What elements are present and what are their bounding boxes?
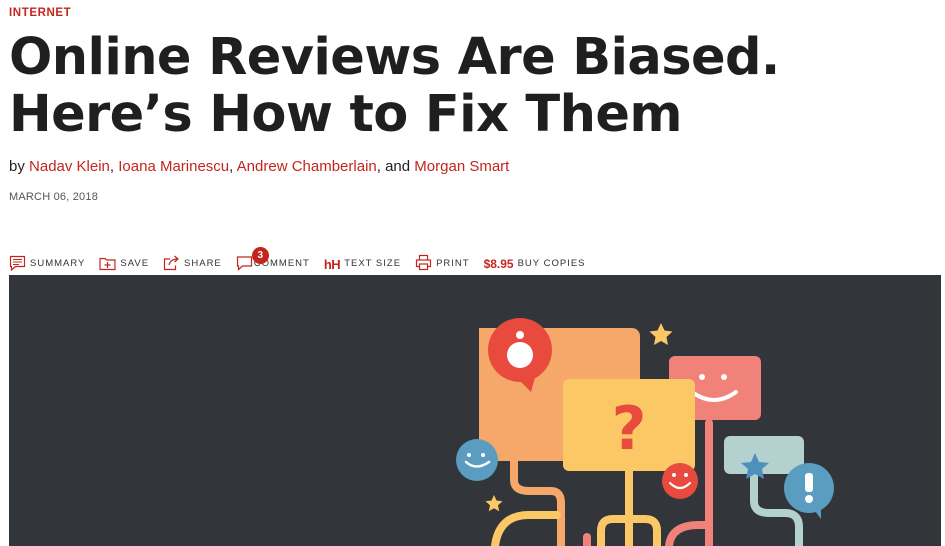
category-link[interactable]: INTERNET — [9, 7, 72, 19]
article-title: Online Reviews Are Biased. Here’s How to… — [9, 28, 780, 144]
smiley-face-icon — [662, 463, 698, 499]
article-toolbar: SUMMARY SAVE SHARE 3 COMMENT hH TEXT SIZ… — [9, 243, 600, 271]
save-icon — [99, 257, 116, 271]
byline-prefix: by — [9, 158, 25, 175]
author-link-1[interactable]: Nadav Klein — [29, 158, 110, 175]
author-link-2[interactable]: Ioana Marinescu — [118, 158, 230, 175]
hero-image: ? — [9, 275, 941, 546]
byline-separator: , and — [376, 158, 411, 175]
byline-separator: , — [229, 158, 234, 175]
summary-button[interactable]: SUMMARY — [9, 255, 85, 271]
author-link-3[interactable]: Andrew Chamberlain — [236, 158, 377, 175]
print-button[interactable]: PRINT — [415, 254, 470, 271]
share-label: SHARE — [184, 258, 222, 269]
star-icon — [649, 323, 673, 345]
price: $8.95 — [483, 257, 514, 271]
summary-label: SUMMARY — [30, 258, 86, 269]
text-size-label: TEXT SIZE — [344, 258, 402, 269]
happy-face-icon — [456, 439, 498, 481]
teal-review-bubble — [724, 436, 804, 474]
share-button[interactable]: SHARE — [163, 255, 222, 271]
text-size-icon: hH — [323, 257, 341, 272]
author-link-4[interactable]: Morgan Smart — [414, 158, 510, 175]
save-button[interactable]: SAVE — [99, 256, 149, 271]
buy-copies-label: BUY COPIES — [517, 258, 586, 269]
question-mark: ? — [612, 394, 647, 464]
share-icon — [163, 255, 179, 271]
comment-button[interactable]: 3 COMMENT — [236, 247, 310, 271]
question-review-bubble — [563, 379, 695, 471]
summary-icon — [9, 255, 26, 271]
star-icon — [485, 495, 503, 512]
buy-copies-button[interactable]: $8.95 BUY COPIES — [484, 258, 586, 271]
byline: by Nadav Klein, Ioana Marinescu, Andrew … — [9, 158, 509, 175]
comment-label: COMMENT — [253, 258, 310, 269]
star-icon — [741, 453, 769, 479]
save-label: SAVE — [120, 258, 150, 269]
print-icon — [415, 254, 432, 271]
comment-count-badge: 3 — [251, 247, 269, 264]
byline-separator: , — [109, 158, 115, 175]
comment-icon — [236, 256, 252, 271]
print-label: PRINT — [436, 258, 470, 269]
review-bubbles-illustration: ? — [456, 318, 834, 546]
publish-date: MARCH 06, 2018 — [9, 191, 99, 203]
text-size-button[interactable]: hH TEXT SIZE — [324, 258, 401, 271]
